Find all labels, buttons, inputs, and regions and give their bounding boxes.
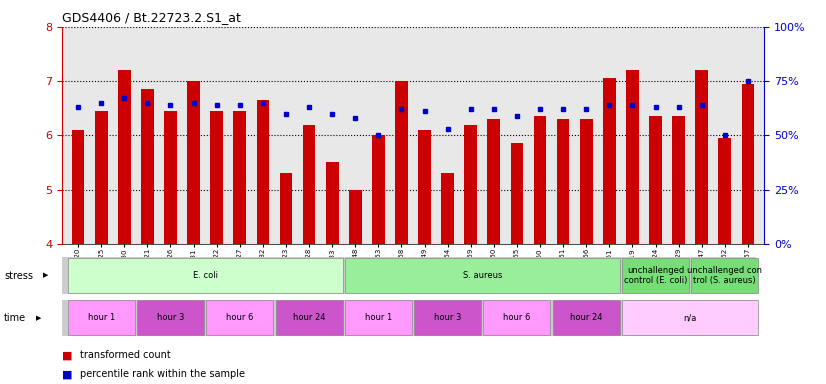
Text: unchallenged con
trol (S. aureus): unchallenged con trol (S. aureus) [687,266,762,285]
Bar [188,81,200,244]
Bar [603,78,615,244]
Bar [441,173,454,244]
Text: time: time [4,313,26,323]
Bar [719,138,731,244]
Bar [72,130,84,244]
Bar [691,258,758,293]
Text: hour 1: hour 1 [88,313,115,322]
Bar [95,111,107,244]
Text: hour 6: hour 6 [226,313,254,322]
Bar [626,70,638,244]
Bar [118,70,131,244]
Text: hour 1: hour 1 [365,313,392,322]
Bar [164,111,177,244]
Text: n/a: n/a [683,313,697,322]
Bar [414,300,481,335]
Bar [487,119,501,244]
Bar [234,111,246,244]
Text: hour 3: hour 3 [157,313,184,322]
Bar [206,300,273,335]
Text: hour 6: hour 6 [503,313,530,322]
Bar [257,100,269,244]
Text: hour 24: hour 24 [293,313,325,322]
Bar [302,124,316,244]
Bar [649,116,662,244]
Bar [141,89,154,244]
Text: unchallenged
control (E. coli): unchallenged control (E. coli) [624,266,687,285]
Bar [622,300,758,335]
Text: ▶: ▶ [36,315,42,321]
Bar [672,116,685,244]
Bar [742,84,754,244]
Text: ■: ■ [62,369,73,379]
Bar [68,258,343,293]
Bar [137,300,204,335]
Text: ■: ■ [62,350,73,360]
Bar [695,70,708,244]
Text: E. coli: E. coli [192,271,217,280]
Bar [68,300,135,335]
Bar [534,116,546,244]
Bar [325,162,339,244]
Bar [345,300,412,335]
Bar [580,119,592,244]
Text: transformed count: transformed count [80,350,171,360]
Bar [418,130,431,244]
Bar [464,124,477,244]
Text: stress: stress [4,270,33,281]
Text: percentile rank within the sample: percentile rank within the sample [80,369,245,379]
Bar [395,81,408,244]
Bar [510,144,524,244]
Bar [622,258,689,293]
Bar [280,173,292,244]
Text: GDS4406 / Bt.22723.2.S1_at: GDS4406 / Bt.22723.2.S1_at [62,12,241,25]
Bar [483,300,550,335]
Bar [557,119,569,244]
Bar [276,300,343,335]
Text: ▶: ▶ [43,273,49,278]
Bar [372,136,385,244]
Text: S. aureus: S. aureus [463,271,502,280]
Bar [349,190,362,244]
Text: hour 3: hour 3 [434,313,462,322]
Text: hour 24: hour 24 [570,313,602,322]
Bar [345,258,620,293]
Bar [553,300,620,335]
Bar [211,111,223,244]
